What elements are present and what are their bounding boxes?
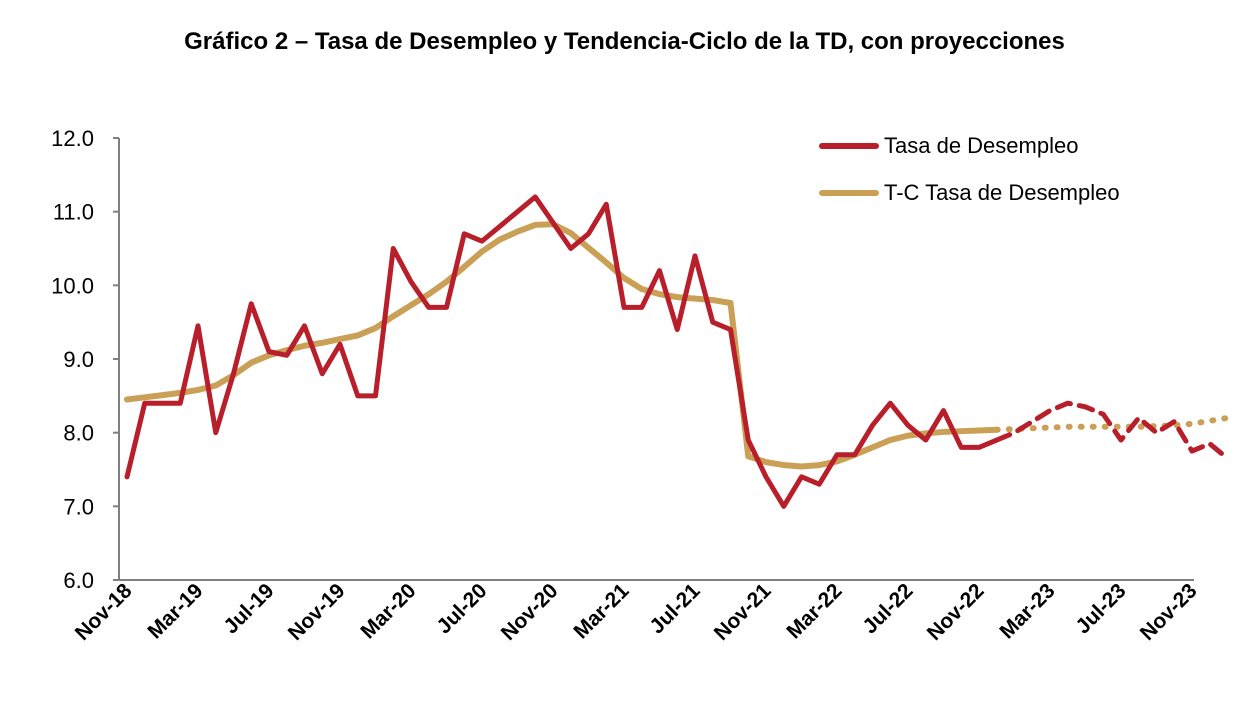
x-tick-label: Mar-22	[782, 579, 846, 643]
x-tick-label: Nov-22	[923, 579, 989, 645]
x-tick-label: Nov-20	[497, 579, 563, 645]
series-line-tasa-desempleo	[124, 194, 1000, 509]
x-tick-label: Nov-21	[710, 579, 776, 645]
x-tick-label: Jul-21	[645, 579, 704, 638]
x-tick-label: Nov-23	[1136, 579, 1202, 645]
legend-label-tc: T-C Tasa de Desempleo	[884, 180, 1120, 205]
y-tick-labels: 6.0 7.0 8.0 9.0 10.0 11.0 12.0	[51, 126, 94, 593]
legend-label-td: Tasa de Desempleo	[884, 133, 1078, 158]
x-tick-label: Nov-19	[284, 579, 350, 645]
y-tick-label: 11.0	[53, 200, 94, 225]
legend: Tasa de Desempleo T-C Tasa de Desempleo	[819, 133, 1120, 205]
x-tick-label: Mar-23	[995, 579, 1059, 643]
y-tick-label: 6.0	[63, 568, 94, 593]
y-tick-label: 7.0	[63, 494, 94, 519]
chart-title: Gráfico 2 – Tasa de Desempleo y Tendenci…	[184, 28, 1065, 55]
x-tick-labels: Nov-18 Mar-19 Jul-19 Nov-19 Mar-20 Jul-20 Nov-…	[71, 579, 1202, 645]
x-tick-label: Jul-20	[432, 579, 491, 638]
x-tick-label: Jul-19	[219, 579, 278, 638]
x-tick-label: Jul-22	[858, 579, 917, 638]
x-tick-label: Mar-21	[569, 579, 633, 643]
y-tick-label: 8.0	[63, 421, 94, 446]
series-line-tc	[124, 221, 1000, 470]
series-line-tasa-desempleo-proyeccion	[994, 400, 1230, 461]
series-line-tc-proyeccion	[993, 414, 1231, 433]
x-tick-label: Jul-23	[1071, 579, 1130, 638]
y-tick-label: 10.0	[51, 273, 94, 298]
x-tick-label: Mar-19	[143, 579, 207, 643]
series-layer	[124, 194, 1231, 509]
y-tick-label: 12.0	[51, 126, 94, 151]
x-tick-label: Mar-20	[356, 579, 420, 643]
y-tick-label: 9.0	[63, 347, 94, 372]
